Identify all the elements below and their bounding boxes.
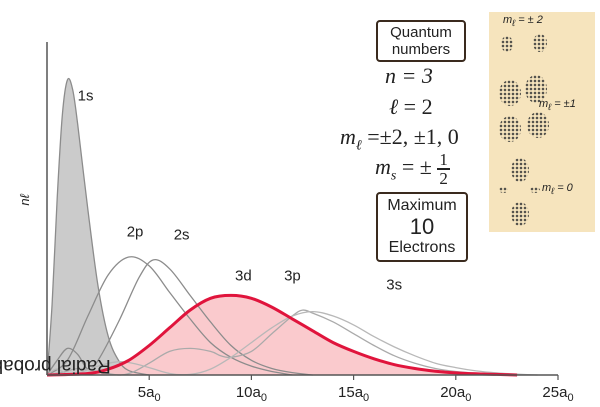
x-tick-label: 15a0 xyxy=(338,384,369,404)
maximum-count: 10 xyxy=(409,214,435,239)
orbital-lobe xyxy=(530,187,540,193)
series-fill-3d xyxy=(47,295,518,375)
orbital-lobe xyxy=(527,112,549,138)
orbital-label-ml-2-sub: ℓ xyxy=(512,18,516,29)
l-value: = 2 xyxy=(403,94,433,119)
ms-numerator: 1 xyxy=(437,150,450,170)
orbital-label-ml-2-m: m xyxy=(503,14,513,26)
ml-equation: mℓ =±2, ±1, 0 xyxy=(340,124,459,154)
orbital-label-ml-0-m: m xyxy=(542,182,552,194)
n-equation: n = 3 xyxy=(385,63,433,89)
ms-denominator: 2 xyxy=(439,169,448,188)
series-label-2s: 2s xyxy=(174,226,190,243)
orbital-label-ml-0-value: = 0 xyxy=(554,182,573,194)
orbital-lobe xyxy=(499,187,508,193)
orbital-label-ml-2-value: = ± 2 xyxy=(515,14,543,26)
orbital-shapes-panel: mℓ = ± 2 mℓ = ±1 mℓ = 0 xyxy=(489,12,595,232)
series-label-2p: 2p xyxy=(127,223,144,240)
n-value: = 3 xyxy=(401,63,433,88)
y-axis-label-subscript: nℓ xyxy=(16,194,32,206)
orbital-label-ml-0-sub: ℓ xyxy=(551,186,555,197)
orbital-label-ml-2: mℓ = ± 2 xyxy=(503,14,543,28)
maximum-electrons-box: Maximum 10 Electrons xyxy=(376,192,468,262)
quantum-title-line1: Quantum xyxy=(390,24,452,41)
x-tick-label: 20a0 xyxy=(440,384,471,404)
orbital-lobe xyxy=(501,36,513,52)
series-label-3p: 3p xyxy=(284,268,301,285)
series-line-2p xyxy=(46,256,293,376)
series-line-1s xyxy=(46,77,150,376)
ml-subscript: ℓ xyxy=(355,138,362,154)
electrons-label: Electrons xyxy=(388,239,456,256)
x-tick-label: 10a0 xyxy=(236,384,267,404)
orbital-label-ml-1: mℓ = ±1 xyxy=(539,98,576,112)
series-labels: 1s 2p 2s 3d 3p 3s xyxy=(78,88,402,294)
series-label-3s: 3s xyxy=(386,276,402,293)
series-fill-1s xyxy=(47,78,150,376)
series-line-3d xyxy=(46,293,518,377)
fill-layer xyxy=(47,78,518,376)
l-equation: ℓ = 2 xyxy=(389,94,433,120)
orbital-lobe xyxy=(525,75,547,103)
ms-fraction: 1 2 xyxy=(437,151,450,187)
ms-subscript: s xyxy=(390,168,397,184)
n-symbol: n xyxy=(385,63,396,88)
ms-equation: ms = ± 1 2 xyxy=(375,151,450,187)
x-tick-label: 25a0 xyxy=(542,384,573,404)
orbital-lobe xyxy=(499,116,521,142)
series-line-2s xyxy=(46,258,313,376)
orbital-lobe xyxy=(533,34,547,52)
orbital-label-ml-1-sub: ℓ xyxy=(548,102,552,113)
maximum-label: Maximum xyxy=(387,197,457,214)
series-label-1s: 1s xyxy=(78,88,94,105)
orbital-lobe xyxy=(499,80,521,106)
orbital-lobe xyxy=(511,202,529,226)
ms-symbol: m xyxy=(375,154,391,180)
x-ticks: 5a0 10a0 15a0 20a0 25a0 xyxy=(138,375,574,404)
x-tick-label: 5a0 xyxy=(138,384,161,404)
ms-equals: = ± xyxy=(401,154,432,180)
y-axis-label-text: Radial probability 4πr²R² xyxy=(0,354,111,376)
orbital-lobe xyxy=(511,158,529,182)
orbital-label-ml-1-value: = ±1 xyxy=(551,98,576,110)
series-label-3d: 3d xyxy=(235,268,252,285)
orbital-label-ml-1-m: m xyxy=(539,98,549,110)
ml-symbol: m xyxy=(340,124,356,149)
ml-value: =±2, ±1, 0 xyxy=(367,124,459,149)
orbital-label-ml-0: mℓ = 0 xyxy=(542,182,573,196)
quantum-title-line2: numbers xyxy=(391,41,451,58)
quantum-numbers-box: Quantum numbers xyxy=(376,20,466,62)
l-symbol: ℓ xyxy=(389,94,399,119)
